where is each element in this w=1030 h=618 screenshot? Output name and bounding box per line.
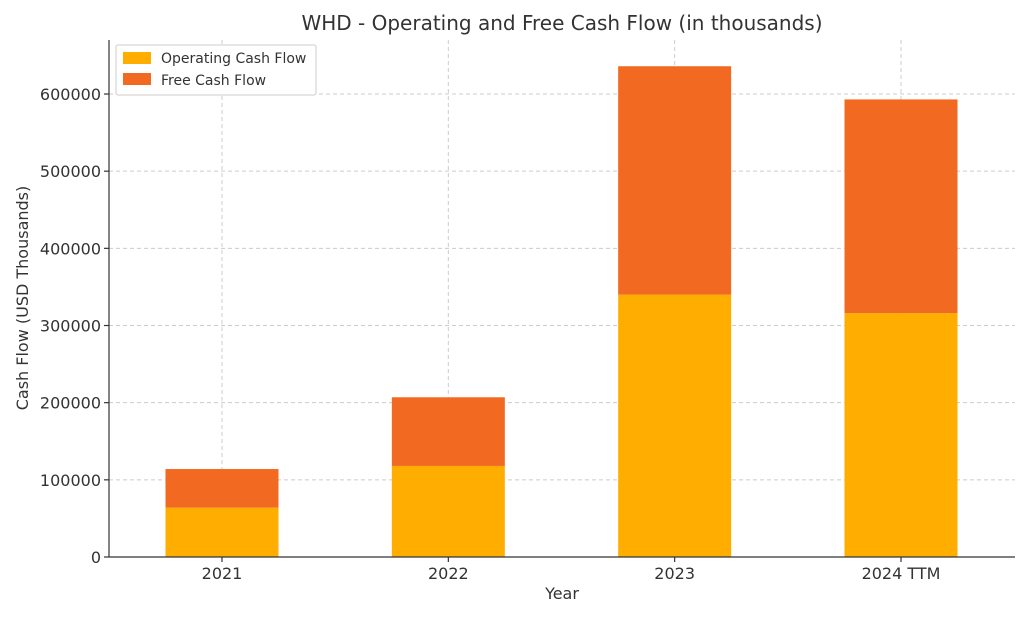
legend: Operating Cash Flow Free Cash Flow	[115, 44, 317, 96]
legend-box	[115, 44, 317, 96]
y-tick-label: 0	[91, 548, 101, 567]
x-axis-label: Year	[544, 584, 579, 603]
bars	[165, 66, 958, 557]
bar-operating-cash-flow-2022	[391, 465, 505, 557]
x-tick-label: 2021	[202, 564, 243, 583]
legend-swatch-operating-cash-flow	[123, 52, 151, 64]
x-tick-label: 2024 TTM	[862, 564, 941, 583]
bar-operating-cash-flow-2021	[165, 507, 279, 557]
legend-label-free-cash-flow: Free Cash Flow	[161, 73, 266, 89]
tick-labels: 0 100000 200000 300000 400000 500000 600000 202…	[40, 85, 941, 583]
y-tick-label: 100000	[40, 471, 101, 490]
y-tick-label: 600000	[40, 85, 101, 104]
bar-free-cash-flow-2022	[391, 397, 505, 466]
x-tick-label: 2022	[428, 564, 469, 583]
bar-free-cash-flow-2023	[618, 66, 732, 295]
y-axis-label: Cash Flow (USD Thousands)	[13, 186, 32, 411]
y-tick-label: 300000	[40, 317, 101, 336]
axes	[108, 40, 1015, 558]
y-tick-label: 200000	[40, 394, 101, 413]
x-tick-label: 2023	[654, 564, 695, 583]
y-tick-label: 400000	[40, 239, 101, 258]
bar-free-cash-flow-2024-ttm	[844, 99, 958, 314]
bar-operating-cash-flow-2023	[618, 294, 732, 557]
chart-title: WHD - Operating and Free Cash Flow (in t…	[301, 11, 822, 35]
legend-label-operating-cash-flow: Operating Cash Flow	[161, 51, 306, 67]
bar-free-cash-flow-2021	[165, 469, 279, 508]
legend-swatch-free-cash-flow	[123, 73, 151, 85]
bar-operating-cash-flow-2024-ttm	[844, 313, 958, 557]
y-tick-label: 500000	[40, 162, 101, 181]
